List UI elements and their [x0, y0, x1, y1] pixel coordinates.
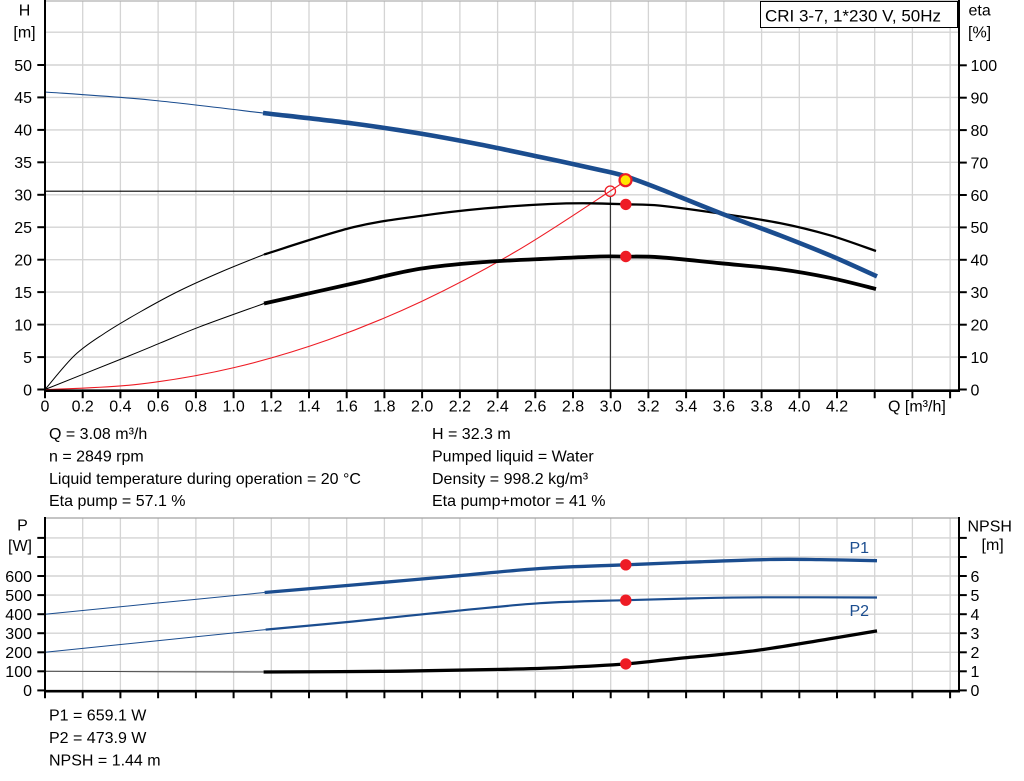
- svg-text:Liquid temperature during oper: Liquid temperature during operation = 20…: [49, 471, 361, 488]
- svg-text:50: 50: [971, 220, 989, 237]
- svg-text:P1 = 659.1 W: P1 = 659.1 W: [49, 708, 147, 725]
- svg-text:5: 5: [23, 350, 32, 367]
- svg-text:H: H: [19, 3, 31, 20]
- svg-text:NPSH = 1.44 m: NPSH = 1.44 m: [49, 752, 161, 769]
- svg-text:NPSH: NPSH: [968, 519, 1012, 536]
- svg-text:CRI 3-7, 1*230 V, 50Hz: CRI 3-7, 1*230 V, 50Hz: [765, 6, 941, 25]
- svg-text:500: 500: [5, 588, 32, 605]
- svg-text:[m]: [m]: [13, 25, 35, 42]
- svg-text:30: 30: [14, 188, 32, 205]
- svg-text:70: 70: [971, 155, 989, 172]
- svg-text:eta: eta: [969, 3, 991, 20]
- svg-text:1: 1: [971, 664, 980, 681]
- svg-text:3.2: 3.2: [637, 398, 659, 415]
- svg-text:20: 20: [14, 253, 32, 270]
- svg-text:35: 35: [14, 155, 32, 172]
- svg-text:1.6: 1.6: [336, 398, 358, 415]
- svg-text:P1: P1: [850, 540, 870, 557]
- svg-text:50: 50: [14, 58, 32, 75]
- svg-text:[%]: [%]: [968, 25, 991, 42]
- svg-text:3: 3: [971, 626, 980, 643]
- svg-text:0: 0: [971, 382, 980, 399]
- svg-text:3.8: 3.8: [750, 398, 772, 415]
- svg-text:3.4: 3.4: [675, 398, 697, 415]
- svg-text:Pumped liquid = Water: Pumped liquid = Water: [432, 448, 594, 465]
- svg-text:0.4: 0.4: [109, 398, 131, 415]
- svg-text:0: 0: [971, 683, 980, 700]
- svg-text:90: 90: [971, 91, 989, 108]
- svg-text:6: 6: [971, 569, 980, 586]
- svg-text:Eta pump+motor = 41 %: Eta pump+motor = 41 %: [432, 493, 605, 510]
- svg-text:4: 4: [971, 607, 980, 624]
- svg-text:10: 10: [971, 350, 989, 367]
- svg-text:1.0: 1.0: [222, 398, 244, 415]
- svg-text:n = 2849 rpm: n = 2849 rpm: [49, 448, 144, 465]
- svg-text:100: 100: [971, 58, 998, 75]
- svg-text:Density = 998.2 kg/m³: Density = 998.2 kg/m³: [432, 471, 589, 488]
- svg-text:600: 600: [5, 569, 32, 586]
- svg-text:1.8: 1.8: [373, 398, 395, 415]
- svg-text:3.0: 3.0: [600, 398, 622, 415]
- svg-text:Eta pump = 57.1 %: Eta pump = 57.1 %: [49, 493, 186, 510]
- svg-text:0.6: 0.6: [147, 398, 169, 415]
- svg-text:4.2: 4.2: [826, 398, 848, 415]
- svg-text:2.0: 2.0: [411, 398, 433, 415]
- svg-text:20: 20: [971, 318, 989, 335]
- svg-text:P: P: [17, 518, 28, 535]
- svg-text:200: 200: [5, 645, 32, 662]
- svg-text:60: 60: [971, 188, 989, 205]
- svg-text:2: 2: [971, 645, 980, 662]
- svg-text:0: 0: [41, 398, 50, 415]
- svg-text:H = 32.3 m: H = 32.3 m: [432, 426, 511, 443]
- svg-text:2.8: 2.8: [562, 398, 584, 415]
- svg-text:2.6: 2.6: [524, 398, 546, 415]
- svg-text:15: 15: [14, 285, 32, 302]
- svg-text:25: 25: [14, 220, 32, 237]
- svg-text:0: 0: [23, 382, 32, 399]
- svg-text:3.6: 3.6: [713, 398, 735, 415]
- svg-text:2.2: 2.2: [449, 398, 471, 415]
- svg-text:1.4: 1.4: [298, 398, 320, 415]
- svg-text:1.2: 1.2: [260, 398, 282, 415]
- svg-text:0.8: 0.8: [185, 398, 207, 415]
- svg-text:100: 100: [5, 664, 32, 681]
- svg-text:40: 40: [14, 123, 32, 140]
- svg-text:0.2: 0.2: [72, 398, 94, 415]
- svg-text:4.0: 4.0: [788, 398, 810, 415]
- svg-text:[m]: [m]: [982, 537, 1004, 554]
- svg-text:400: 400: [5, 607, 32, 624]
- svg-text:Q [m³/h]: Q [m³/h]: [888, 398, 946, 415]
- svg-text:80: 80: [971, 123, 989, 140]
- svg-text:30: 30: [971, 285, 989, 302]
- svg-text:2.4: 2.4: [486, 398, 508, 415]
- svg-text:Q = 3.08 m³/h: Q = 3.08 m³/h: [49, 426, 147, 443]
- svg-text:[W]: [W]: [8, 538, 32, 555]
- svg-text:P2 = 473.9 W: P2 = 473.9 W: [49, 730, 147, 747]
- svg-text:300: 300: [5, 626, 32, 643]
- svg-text:45: 45: [14, 90, 32, 107]
- svg-text:5: 5: [971, 588, 980, 605]
- svg-text:P2: P2: [850, 603, 870, 620]
- svg-text:0: 0: [23, 683, 32, 700]
- svg-text:10: 10: [14, 317, 32, 334]
- svg-text:40: 40: [971, 253, 989, 270]
